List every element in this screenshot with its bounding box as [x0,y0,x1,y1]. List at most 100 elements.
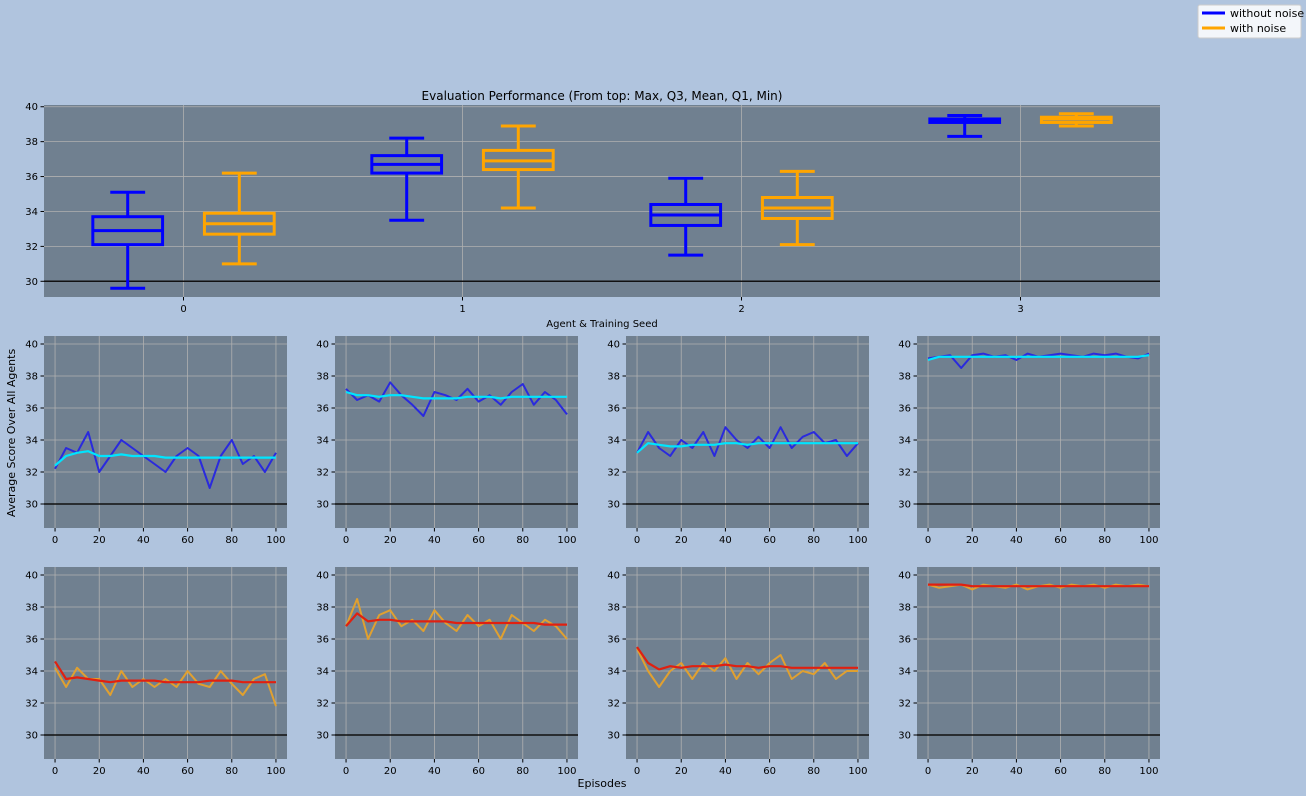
x-tick-label: 1 [459,304,465,315]
x-tick-label: 20 [384,766,397,777]
y-tick-label: 32 [898,699,911,710]
shared-y-axis-label: Average Score Over All Agents [5,349,18,518]
y-tick-label: 34 [25,667,38,678]
x-tick-label: 80 [1098,535,1111,546]
y-tick-label: 40 [607,571,620,582]
y-tick-label: 38 [898,372,911,383]
average-series-line [345,390,567,400]
box-with-noise-1 [481,124,555,210]
box-without-noise-1 [370,136,444,222]
x-tick-label: 60 [472,535,485,546]
y-tick-label: 30 [898,500,911,511]
y-tick-label: 34 [316,436,329,447]
raw-series-line [345,598,568,640]
y-tick-label: 40 [25,571,38,582]
y-tick-label: 40 [316,571,329,582]
average-series-line [636,646,858,671]
y-tick-label: 32 [316,468,329,479]
y-tick-label: 38 [607,372,620,383]
x-tick-label: 100 [848,535,867,546]
box-without-noise-3 [928,113,1002,138]
y-tick-label: 40 [25,102,38,113]
x-tick-label: 80 [225,766,238,777]
average-series-line [928,583,1149,588]
y-tick-label: 36 [898,635,911,646]
legend-label-without-noise: without noise [1230,7,1304,20]
box-without-noise-0 [91,190,165,290]
x-tick-label: 100 [848,766,867,777]
box-without-noise-2 [649,176,723,257]
x-tick-label: 40 [428,766,441,777]
y-tick-label: 34 [25,207,38,218]
box-with-noise-3 [1039,112,1113,128]
y-tick-label: 30 [25,277,38,288]
x-tick-label: 80 [1098,766,1111,777]
raw-series-line [636,426,859,457]
x-tick-label: 60 [181,766,194,777]
x-tick-label: 20 [93,766,106,777]
x-tick-label: 0 [52,766,58,777]
x-tick-label: 40 [719,766,732,777]
average-series-line [636,442,858,454]
y-tick-label: 34 [25,436,38,447]
plot-area [917,336,1160,528]
plot-area [335,567,578,759]
x-tick-label: 100 [557,535,576,546]
y-tick-label: 32 [25,242,38,253]
y-tick-label: 30 [607,500,620,511]
y-tick-label: 36 [25,172,38,183]
y-tick-label: 40 [607,340,620,351]
y-tick-label: 32 [607,699,620,710]
x-tick-label: 100 [266,766,285,777]
y-tick-label: 38 [25,603,38,614]
y-tick-label: 38 [607,603,620,614]
x-tick-label: 0 [634,535,640,546]
y-tick-label: 40 [316,340,329,351]
x-tick-label: 60 [181,535,194,546]
y-tick-label: 36 [607,404,620,415]
x-tick-label: 0 [180,304,186,315]
line-chart-seed-3-with-noise: 0 20 40 60 80 100 30 32 34 36 38 40 [898,567,1160,777]
average-series-line [54,450,276,467]
y-tick-label: 36 [607,635,620,646]
y-tick-label: 38 [25,372,38,383]
x-tick-label: 60 [763,535,776,546]
plot-area [44,336,287,528]
plot-area [626,336,869,528]
box-plot-chart: Evaluation Performance (From top: Max, Q… [25,89,1160,330]
y-tick-label: 38 [25,137,38,148]
plot-area [335,336,578,528]
plot-area [44,105,1160,297]
y-tick-label: 30 [898,731,911,742]
average-series-line [54,660,276,684]
x-tick-label: 100 [266,535,285,546]
y-tick-label: 40 [25,340,38,351]
x-tick-label: 60 [763,766,776,777]
y-tick-label: 30 [316,500,329,511]
average-series-line [345,612,567,627]
y-tick-label: 34 [898,436,911,447]
y-tick-label: 36 [898,404,911,415]
average-series-line [927,354,1150,362]
line-chart-seed-1-without-noise: 0 20 40 60 80 100 30 32 34 36 38 40 [316,336,578,546]
x-tick-label: 0 [52,535,58,546]
x-tick-label: 60 [1054,766,1067,777]
x-tick-label: 80 [516,766,529,777]
line-chart-seed-1-with-noise: 0 20 40 60 80 100 30 32 34 36 38 40 [316,567,578,777]
line-chart-seed-0-without-noise: 0 20 40 60 80 100 30 32 34 36 38 40 [25,336,287,546]
y-tick-label: 30 [316,731,329,742]
y-tick-label: 32 [898,468,911,479]
x-tick-label: 0 [925,766,931,777]
y-tick-label: 32 [316,699,329,710]
x-tick-label: 80 [516,535,529,546]
x-tick-label: 0 [343,535,349,546]
y-tick-label: 36 [25,635,38,646]
x-tick-label: 40 [1010,766,1023,777]
plot-area [44,567,287,759]
x-tick-label: 2 [738,304,744,315]
line-chart-seed-2-with-noise: 0 20 40 60 80 100 30 32 34 36 38 40 [607,567,869,777]
y-tick-label: 34 [607,667,620,678]
y-tick-label: 38 [316,603,329,614]
plot-area [917,567,1160,759]
